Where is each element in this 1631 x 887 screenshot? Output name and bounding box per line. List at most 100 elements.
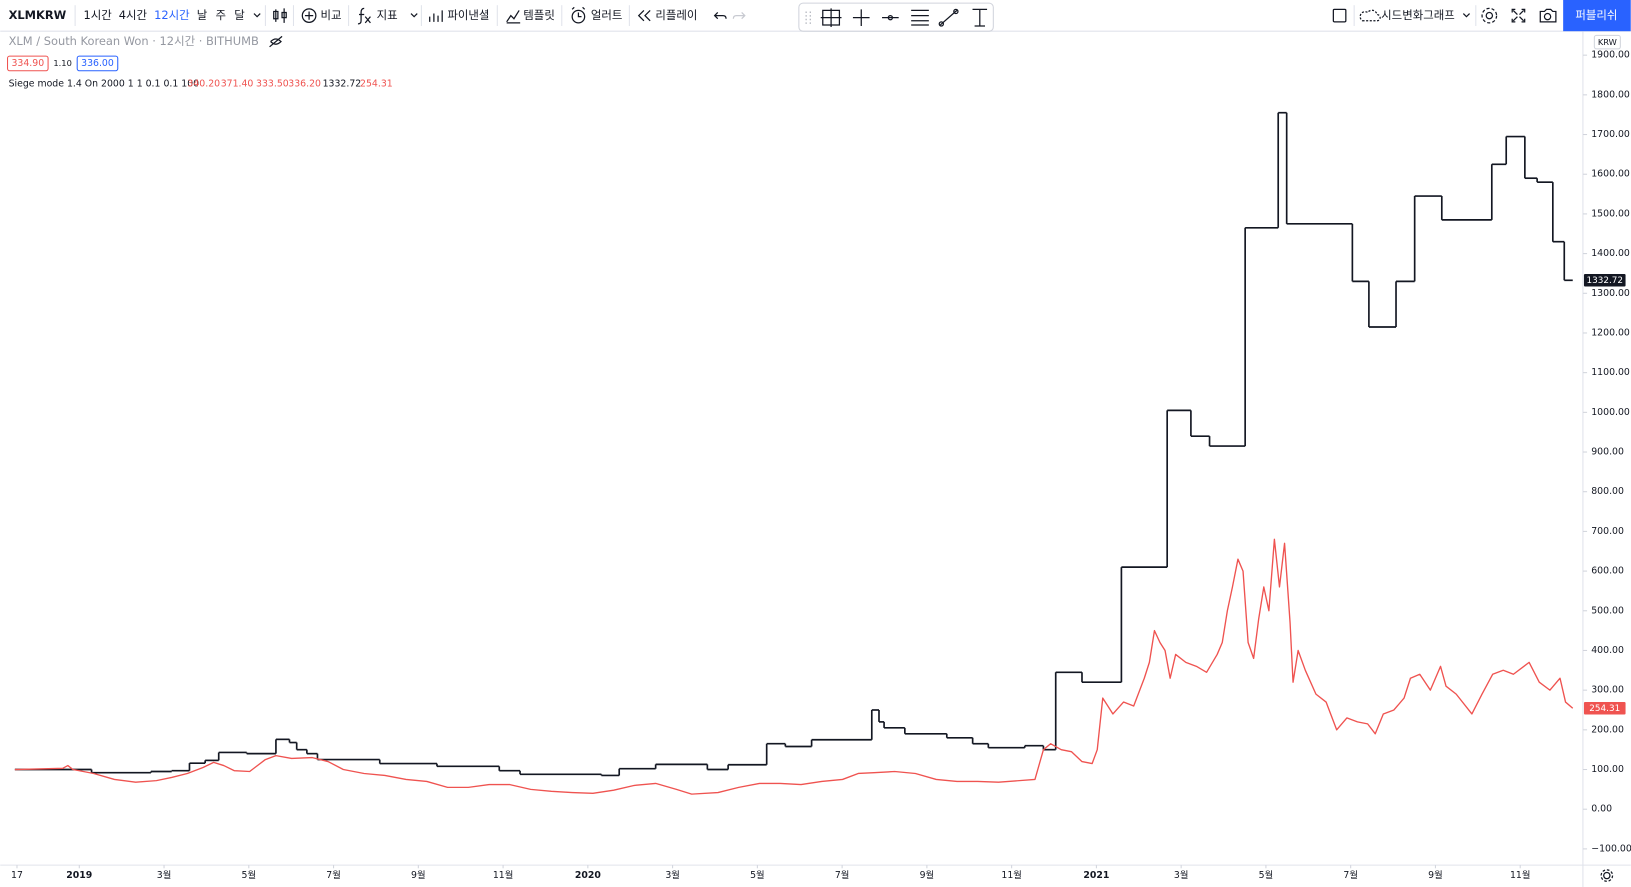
dropdown-icon[interactable] (410, 13, 418, 18)
y-tick-label: 600.00 (1591, 566, 1624, 577)
interval[interactable]: 4시간 (119, 8, 148, 22)
compare-icon[interactable] (301, 8, 317, 23)
indicator-value: 254.31 (360, 79, 393, 90)
x-tick-label: 7월 (1343, 869, 1358, 881)
hide-icon[interactable] (269, 35, 283, 48)
x-tick-label: 3월 (157, 869, 172, 881)
y-tick-label: 400.00 (1591, 645, 1624, 656)
symbol-title: XLM / South Korean Won · 12시간 · BITHUMB (9, 34, 259, 48)
x-tick-label: 5월 (750, 869, 765, 881)
dropdown-icon[interactable] (1462, 13, 1471, 18)
interval[interactable]: 날 (197, 8, 208, 22)
tool-icon-dot (953, 8, 959, 15)
x-tick-label: 7월 (835, 869, 850, 881)
y-tick-label: 900.00 (1591, 447, 1624, 458)
financials-button[interactable]: 파이낸셜 (447, 8, 489, 22)
indicator-icon[interactable] (357, 7, 371, 25)
currency-badge[interactable] (1593, 34, 1621, 50)
axis-settings-icon[interactable] (1603, 871, 1611, 880)
alert-button[interactable]: 얼러트 (591, 8, 623, 22)
indicator-title: Siege mode 1.4 On 2000 1 1 0.1 0.1 100 (9, 79, 200, 90)
y-tick-label: 1200.00 (1591, 327, 1630, 338)
indicator-value: 371.40 (221, 79, 254, 90)
interval[interactable]: 주 (216, 8, 227, 22)
sell-box[interactable] (7, 55, 49, 72)
x-tick-label: 9월 (920, 869, 935, 881)
y-tick-label: −100.00 (1591, 843, 1631, 854)
last-value-badge (1583, 702, 1626, 715)
y-tick-label: 200.00 (1591, 724, 1624, 735)
x-tick-label: 2020 (575, 870, 602, 881)
dropdown-icon[interactable] (253, 13, 261, 18)
chart-type-icon[interactable] (273, 8, 287, 23)
publish-button[interactable] (1563, 0, 1631, 32)
compare-icon-plus (304, 11, 314, 20)
compare-button[interactable]: 비교 (321, 8, 342, 22)
redo-icon[interactable] (732, 12, 746, 20)
y-tick-label: 1400.00 (1591, 248, 1630, 259)
step-riser (90, 112, 1566, 776)
y-tick-label: 1000.00 (1591, 407, 1630, 418)
x-tick-label: 9월 (411, 869, 426, 881)
templates-icon[interactable] (506, 10, 521, 24)
x-tick-label: 2021 (1083, 870, 1109, 881)
y-tick-label: 300.00 (1591, 685, 1624, 696)
currency-label[interactable]: KRW (1598, 37, 1617, 47)
checkbox-icon[interactable] (1332, 8, 1347, 23)
interval[interactable]: 1시간 (83, 8, 112, 22)
symbol[interactable]: XLMKRW (9, 8, 67, 22)
plot (14, 111, 1574, 795)
y-tick-label: 800.00 (1591, 486, 1624, 497)
undo-icon[interactable] (713, 12, 727, 20)
fullscreen-icon[interactable] (1511, 8, 1526, 23)
tool-icon[interactable] (820, 8, 842, 28)
y-tick-label: 0.00 (1591, 804, 1612, 815)
x-tick-label: 9월 (1428, 869, 1443, 881)
x-tick-label: 3월 (665, 869, 680, 881)
settings-icon[interactable] (1485, 11, 1494, 20)
replay-button[interactable]: 리플레이 (655, 8, 697, 22)
tool-icon[interactable] (852, 9, 870, 26)
financials-icon[interactable] (429, 10, 443, 22)
last-value-label: 254.31 (1589, 704, 1620, 714)
y-tick-label: 100.00 (1591, 764, 1624, 775)
tool-icon-dot (938, 21, 945, 27)
interval-active[interactable]: 12시간 (154, 8, 190, 22)
indicator-value: 336.20 (288, 79, 321, 90)
x-tick-label: 5월 (242, 869, 257, 881)
snapshot-icon-lens (1543, 12, 1552, 21)
indicator-value: 1332.72 (323, 79, 362, 90)
last-value-label: 1332.72 (1586, 276, 1623, 286)
axis-settings-gear (1600, 869, 1614, 882)
cloud-icon[interactable] (1359, 9, 1381, 22)
y-tick-label: 1800.00 (1591, 89, 1630, 100)
settings-icon-gear (1481, 7, 1498, 24)
indicators-button[interactable]: 지표 (377, 8, 398, 22)
x-tick-label: 17 (11, 870, 23, 881)
interval[interactable]: 달 (234, 8, 245, 22)
publish-label[interactable]: 퍼블리쉬 (1575, 8, 1617, 22)
tool-icon-dot (887, 14, 894, 21)
layout-name[interactable]: 시드변화그래프 (1381, 8, 1455, 22)
snapshot-icon[interactable] (1539, 8, 1557, 23)
buy-box[interactable] (76, 55, 119, 72)
alert-icon[interactable] (571, 9, 586, 24)
y-tick-label: 1100.00 (1591, 367, 1630, 378)
templates-button[interactable]: 템플릿 (523, 8, 555, 22)
tool-icon[interactable] (972, 8, 988, 27)
replay-icon[interactable] (637, 9, 651, 22)
y-tick-label: 1600.00 (1591, 169, 1630, 180)
alert-icon-hands (571, 6, 586, 18)
x-tick-label: 3월 (1174, 869, 1189, 881)
y-tick-label: 1700.00 (1591, 129, 1630, 140)
buy-price[interactable]: 336.00 (81, 58, 114, 69)
tool-icon[interactable] (911, 9, 929, 26)
sell-price[interactable]: 334.90 (11, 58, 44, 69)
series-line (14, 538, 1574, 795)
y-tick-label: 500.00 (1591, 605, 1624, 616)
x-tick-label: 11월 (1510, 869, 1531, 881)
x-tick-label: 5월 (1259, 869, 1274, 881)
y-tick-label: 1900.00 (1591, 50, 1630, 61)
